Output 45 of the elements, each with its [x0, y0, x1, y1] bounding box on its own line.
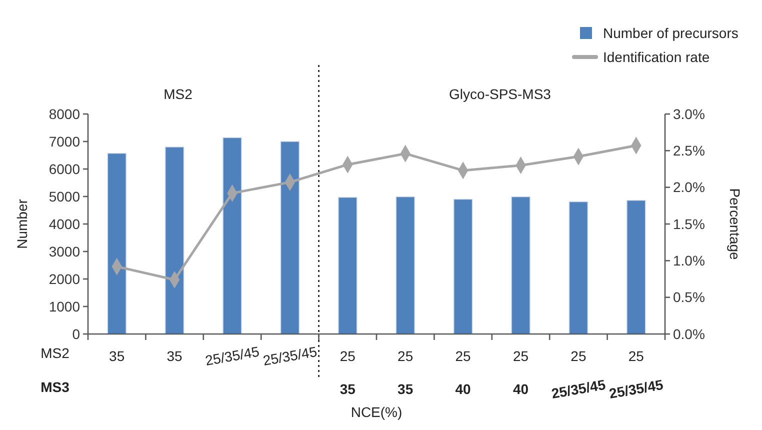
- y2-tick-label: 1.5%: [673, 216, 705, 232]
- x-tick-label: 25 25/35/45: [550, 348, 607, 402]
- category-label: 25 40: [455, 348, 471, 397]
- y2-tick-label: 2.0%: [673, 179, 705, 196]
- x-tick-label: 25 25/35/45: [608, 348, 665, 402]
- y-tick-label: 6000: [48, 160, 80, 177]
- text: MS2: [40, 344, 70, 361]
- y2-tick-label: 3.0%: [673, 106, 705, 122]
- legend-label: Number of precursors: [603, 24, 738, 41]
- x-axis-title: NCE(%): [350, 404, 402, 420]
- y-tick-label: 5000: [48, 188, 80, 204]
- bar: [453, 198, 473, 334]
- y2-axis-title: Percentage: [727, 188, 744, 260]
- category-label: 25 40: [512, 348, 529, 397]
- y-tick-label: 3000: [48, 243, 80, 260]
- y-tick-label: 8000: [48, 106, 80, 122]
- y2-tick-label: 0.0%: [673, 326, 705, 342]
- x-tick-label: 35: [109, 348, 125, 364]
- category-label: 25 35: [398, 348, 414, 397]
- x-tick-label: 35: [166, 348, 183, 364]
- x-tick-label: 25/35/45: [262, 343, 318, 369]
- y-tick-label: 7000: [48, 133, 80, 150]
- y-tick-label: 1000: [48, 298, 80, 314]
- bar: [107, 152, 126, 334]
- text: MS3: [40, 378, 70, 395]
- bar: [222, 137, 242, 334]
- bar: [164, 146, 184, 334]
- y2-tick-label: 0.5%: [673, 289, 705, 306]
- text: MS2: [164, 86, 193, 102]
- y2-tick-label: 1.0%: [673, 252, 705, 269]
- y-tick-label: 4000: [48, 216, 80, 232]
- y2-tick-label: 2.5%: [673, 142, 705, 159]
- legend-label: Identification rate: [603, 48, 710, 65]
- bar: [280, 141, 300, 334]
- y-tick-label: 0: [72, 326, 80, 342]
- bar: [511, 196, 530, 334]
- bar: [568, 201, 588, 334]
- y-axis-title: Number: [14, 198, 30, 249]
- bar: [396, 196, 415, 334]
- y-tick-label: 2000: [48, 270, 80, 287]
- bar: [626, 200, 646, 334]
- x-tick-label: 25/35/45: [204, 343, 261, 369]
- bar: [338, 196, 358, 334]
- text: Glyco-SPS-MS3: [449, 86, 552, 102]
- category-label: 25 35: [340, 348, 356, 397]
